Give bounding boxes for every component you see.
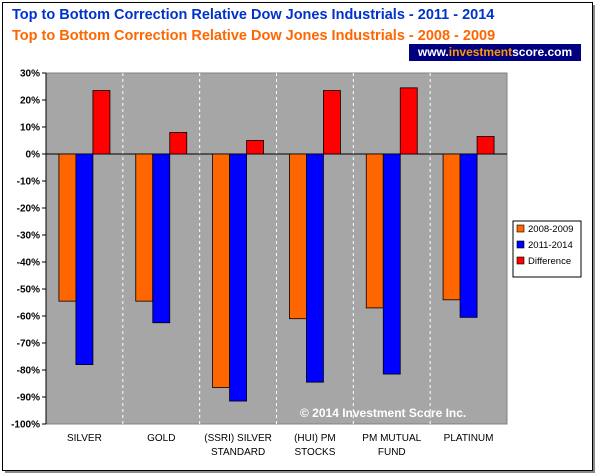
- y-tick-label: 30%: [20, 69, 40, 80]
- y-tick-label: -60%: [17, 312, 40, 323]
- category-label: (HUI) PM STOCKS: [294, 433, 336, 458]
- legend-swatch: [516, 224, 525, 233]
- y-tick-label: 20%: [20, 96, 40, 107]
- bar-2011-2014: [152, 153, 171, 324]
- bar-difference: [246, 140, 264, 155]
- website-prefix: www.: [417, 45, 449, 59]
- legend-swatch: [516, 256, 525, 265]
- category-label: (SSRI) SILVER STANDARD: [204, 433, 272, 458]
- bar-2011-2014: [229, 153, 247, 402]
- category-label: GOLD: [147, 433, 175, 444]
- bar-2011-2014: [306, 153, 324, 383]
- y-tick-label: -10%: [17, 177, 40, 188]
- category-label: PM MUTUAL FUND: [362, 433, 421, 458]
- legend-label: 2011-2014: [528, 240, 573, 251]
- bar-2011-2014: [382, 153, 401, 375]
- bar-difference: [92, 90, 111, 155]
- bar-2008-2009: [135, 153, 154, 302]
- bar-2011-2014: [75, 153, 94, 366]
- legend-label: Difference: [528, 256, 571, 267]
- website-accent: investment: [448, 45, 513, 59]
- bar-2008-2009: [365, 153, 384, 309]
- legend-box: [512, 220, 582, 278]
- y-tick-label: -40%: [17, 258, 40, 269]
- bar-difference: [399, 87, 418, 155]
- y-tick-label: 10%: [20, 123, 40, 134]
- y-tick-label: -20%: [17, 204, 40, 215]
- bar-difference: [169, 131, 188, 155]
- website-badge[interactable]: www.investmentscore.com: [409, 44, 581, 61]
- category-label: PLATINUM: [444, 433, 494, 444]
- y-tick-label: -90%: [17, 393, 40, 404]
- legend-swatch: [516, 240, 525, 249]
- y-tick-label: -80%: [17, 366, 40, 377]
- category-label: SILVER: [67, 433, 102, 444]
- y-tick-label: -30%: [17, 231, 40, 242]
- chart-title-2008-2009: Top to Bottom Correction Relative Dow Jo…: [12, 28, 496, 44]
- y-tick-label: -50%: [17, 285, 40, 296]
- chart-title-2011-2014: Top to Bottom Correction Relative Dow Jo…: [12, 7, 495, 23]
- bar-difference: [476, 136, 495, 155]
- bar-2008-2009: [58, 153, 77, 302]
- y-tick-label: -100%: [11, 420, 40, 431]
- bar-2008-2009: [289, 153, 307, 320]
- legend-label: 2008-2009: [528, 224, 573, 235]
- copyright-text: © 2014 Investment Score Inc.: [300, 406, 466, 420]
- bar-2008-2009: [442, 153, 461, 301]
- bar-2011-2014: [459, 153, 478, 318]
- y-tick-label: 0%: [26, 150, 41, 161]
- legend: 2008-2009 2011-2014 Difference: [512, 220, 582, 278]
- website-suffix: score.com: [512, 45, 573, 59]
- y-tick-label: -70%: [17, 339, 40, 350]
- bar-2008-2009: [212, 153, 230, 388]
- bar-difference: [323, 90, 341, 155]
